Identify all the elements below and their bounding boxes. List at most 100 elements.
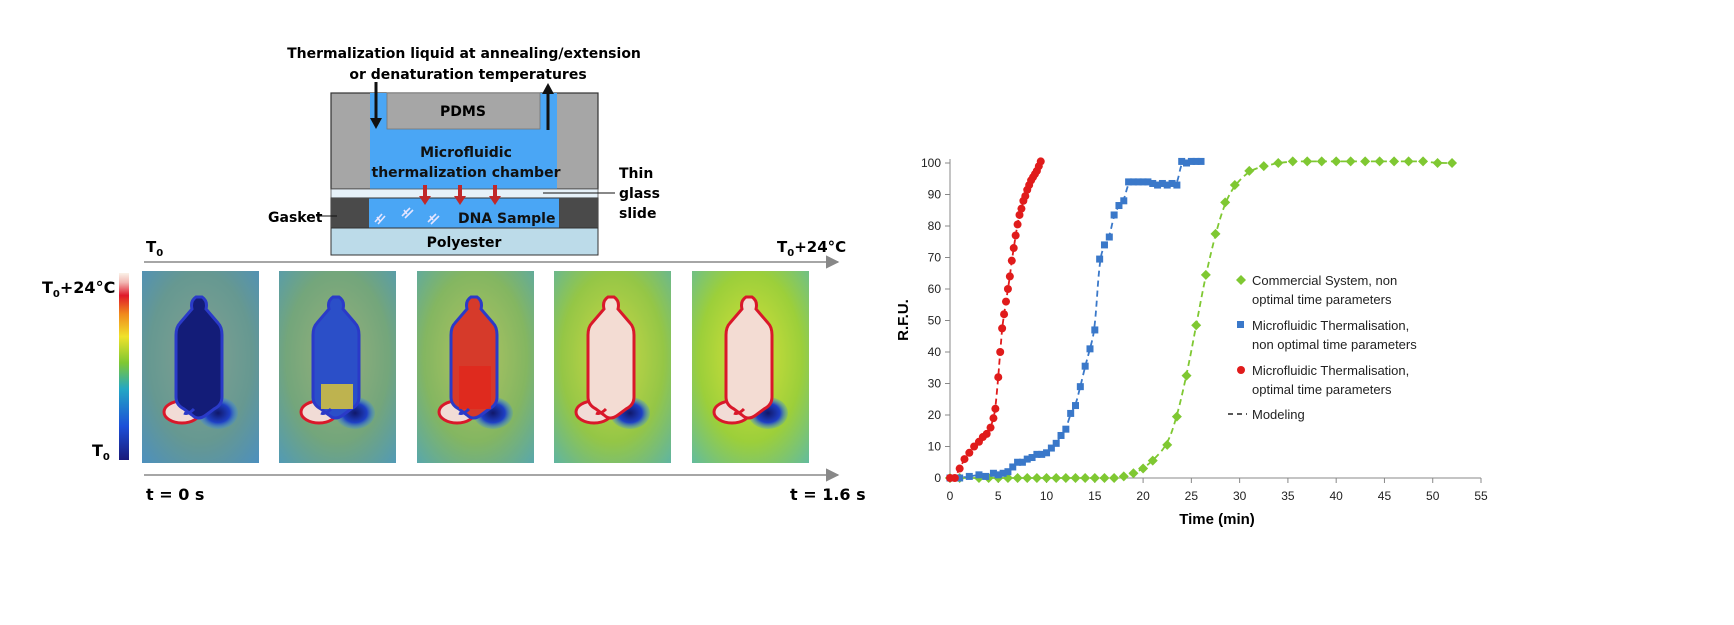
- data-point-commercial: [1099, 473, 1110, 483]
- legend-commercial-line1: Commercial System, non: [1252, 273, 1397, 288]
- data-point-microfluidic-optimal: [996, 348, 1005, 356]
- data-point-microfluidic-optimal: [950, 474, 959, 482]
- data-point-microfluidic-optimal: [991, 404, 1000, 413]
- thermal-frames: [142, 271, 809, 463]
- time-start-label: t = 0 s: [146, 485, 204, 504]
- data-point-microfluidic-optimal: [989, 414, 998, 423]
- data-point-commercial: [1389, 156, 1400, 167]
- data-point-microfluidic-nonoptimal: [1038, 450, 1046, 458]
- data-point-commercial: [1331, 156, 1342, 167]
- data-point-commercial: [1109, 473, 1120, 483]
- slide-label-line1: Thin: [619, 166, 653, 182]
- y-axis-title: R.F.U.: [895, 299, 912, 341]
- y-tick-label: 30: [928, 377, 942, 391]
- schematic: Thermalization liquid at annealing/exten…: [268, 46, 660, 256]
- data-point-commercial: [1360, 156, 1371, 167]
- pdms-inner: [386, 92, 541, 130]
- chamber-outlet: [733, 407, 746, 415]
- legend-modeling: Modeling: [1252, 407, 1305, 422]
- data-point-microfluidic-optimal: [1015, 210, 1024, 219]
- gasket-right: [559, 198, 598, 228]
- data-point-microfluidic-optimal: [986, 423, 995, 432]
- thermal-frame: [142, 271, 259, 463]
- dna-label: DNA Sample: [458, 211, 555, 227]
- schematic-title-line2: or denaturation temperatures: [349, 67, 586, 83]
- legend-marker-commercial: [1236, 275, 1246, 285]
- data-point-commercial: [1403, 156, 1414, 167]
- color-scale-bar: [119, 273, 129, 460]
- data-point-commercial: [1171, 411, 1182, 422]
- model-curve: [950, 161, 1042, 479]
- data-point-commercial: [1447, 158, 1458, 168]
- data-point-microfluidic-nonoptimal: [1047, 444, 1055, 452]
- x-ticks: 0 5 10 15 20 25 30 35 40 45 50 55: [947, 478, 1488, 503]
- data-point-commercial: [1089, 473, 1100, 483]
- data-point-microfluidic-optimal: [1000, 310, 1009, 319]
- legend: Commercial System, non optimal time para…: [1228, 273, 1417, 422]
- data-point-microfluidic-nonoptimal: [1192, 157, 1200, 165]
- data-point-microfluidic-nonoptimal: [1105, 233, 1113, 241]
- x-tick-label: 35: [1281, 489, 1295, 503]
- data-point-microfluidic-nonoptimal: [1062, 425, 1070, 433]
- data-point-microfluidic-nonoptimal: [1004, 468, 1012, 476]
- temp-arrow-start: T0: [146, 238, 163, 259]
- y-tick-label: 50: [928, 314, 942, 328]
- data-point-microfluidic-nonoptimal: [975, 471, 983, 479]
- data-point-commercial: [1220, 197, 1231, 208]
- data-point-commercial: [1287, 156, 1298, 167]
- data-point-microfluidic-nonoptimal: [1129, 178, 1137, 186]
- data-point-commercial: [1051, 473, 1062, 483]
- data-point-commercial: [1191, 320, 1202, 331]
- data-point-commercial: [1316, 156, 1327, 167]
- scale-top-label: T0+24°C: [42, 278, 115, 300]
- chamber-label-line2: thermalization chamber: [372, 165, 561, 181]
- data-point-microfluidic-optimal: [998, 324, 1007, 333]
- y-tick-label: 100: [921, 156, 941, 170]
- chamber-outlet: [320, 407, 333, 415]
- x-tick-label: 25: [1185, 489, 1199, 503]
- y-tick-label: 0: [934, 471, 941, 485]
- data-point-commercial: [1060, 473, 1071, 483]
- data-point-microfluidic-optimal: [994, 373, 1003, 382]
- data-point-microfluidic-nonoptimal: [1014, 458, 1022, 466]
- data-point-microfluidic-nonoptimal: [1033, 450, 1041, 458]
- chamber-outlet: [595, 407, 608, 415]
- data-point-microfluidic-optimal: [1011, 231, 1020, 240]
- data-point-microfluidic-nonoptimal: [1187, 157, 1195, 165]
- dna-icons: [374, 207, 440, 225]
- data-point-microfluidic-optimal: [1001, 297, 1010, 306]
- data-point-microfluidic-optimal: [1017, 204, 1026, 213]
- data-point-microfluidic-nonoptimal: [1057, 431, 1065, 439]
- data-point-commercial: [1432, 158, 1443, 168]
- x-tick-label: 50: [1426, 489, 1440, 503]
- data-point-commercial: [1200, 269, 1211, 280]
- chamber-thermal-image: [586, 295, 636, 420]
- legend-marker-red: [1237, 366, 1245, 374]
- chamber-thermal-image: [724, 295, 774, 420]
- legend-red-line1: Microfluidic Thermalisation,: [1252, 363, 1409, 378]
- data-point-commercial: [1374, 156, 1385, 167]
- data-point-commercial: [1128, 468, 1139, 479]
- data-point-microfluidic-nonoptimal: [1173, 181, 1181, 189]
- data-point-commercial: [1229, 180, 1240, 191]
- data-point-commercial: [1080, 473, 1091, 483]
- legend-red-line2: optimal time parameters: [1252, 382, 1392, 397]
- x-tick-label: 55: [1474, 489, 1488, 503]
- y-tick-label: 90: [928, 188, 942, 202]
- data-point-microfluidic-nonoptimal: [1120, 197, 1128, 205]
- chamber-outlet: [183, 407, 196, 415]
- legend-blue-line2: non optimal time parameters: [1252, 337, 1417, 352]
- data-point-microfluidic-nonoptimal: [1154, 181, 1162, 189]
- data-point-microfluidic-optimal: [1013, 220, 1022, 229]
- data-point-microfluidic-optimal: [1009, 244, 1018, 253]
- data-point-microfluidic-nonoptimal: [1043, 449, 1051, 457]
- data-point-microfluidic-nonoptimal: [1076, 383, 1084, 391]
- data-point-commercial: [1210, 228, 1221, 239]
- data-point-commercial: [1138, 463, 1149, 474]
- data-point-microfluidic-nonoptimal: [1183, 159, 1191, 167]
- y-tick-label: 70: [928, 251, 942, 265]
- data-point-commercial: [1031, 473, 1042, 483]
- thermal-frame: [279, 271, 396, 463]
- data-points: [945, 156, 1458, 483]
- data-point-microfluidic-nonoptimal: [1139, 178, 1147, 186]
